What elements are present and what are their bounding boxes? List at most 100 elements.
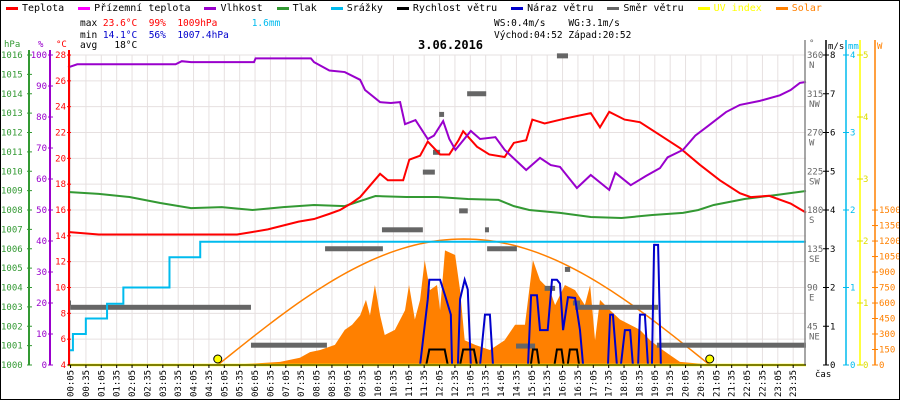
solar-tick-label: 1500 <box>879 206 900 216</box>
legend-label: Tlak <box>292 3 317 14</box>
max-label: max <box>80 18 98 29</box>
uv-tick-label: 2 <box>863 237 868 247</box>
x-tick-label: 10:35 <box>389 370 399 397</box>
x-tick-label: 06:05 <box>251 370 261 397</box>
x-tick-label: 08:35 <box>328 370 338 397</box>
humidity-tick-label: 50 <box>36 206 47 216</box>
x-tick-label: 13:35 <box>482 370 492 397</box>
uv-tick-label: 4 <box>863 113 868 123</box>
max-humidity: 99% <box>148 18 166 29</box>
stats-max-row: max 23.6°C 99% 1009hPa 1.6mm <box>80 18 280 29</box>
legend-swatch <box>396 7 409 10</box>
max-pressure: 1009hPa <box>177 18 218 29</box>
pressure-tick-label: 1009 <box>1 187 23 197</box>
temperature-tick-label: 14 <box>55 232 66 242</box>
legend-label: Rychlost větru <box>412 3 498 14</box>
x-tick-label: 11:35 <box>420 370 430 397</box>
x-tick-label: 07:05 <box>282 370 292 397</box>
pressure-tick-label: 1005 <box>1 264 23 274</box>
pressure-tick-label: 1006 <box>1 245 23 255</box>
wind-stats: WS:0.4m/s WG:3.1m/s <box>494 18 620 29</box>
pressure-tick-label: 1001 <box>1 342 23 352</box>
wind-direction-bar <box>70 304 251 310</box>
stats-avg-row: avg 18°C <box>80 40 137 51</box>
compass-label: NE <box>809 332 820 342</box>
pressure-tick-label: 1011 <box>1 148 23 158</box>
compass-label: NW <box>809 100 820 110</box>
x-tick-label: 10:05 <box>374 370 384 397</box>
solar-tick-label: 150 <box>879 346 895 356</box>
direction-unit: ° <box>809 39 814 49</box>
x-tick-label: 09:35 <box>359 370 369 397</box>
series-line-tlak <box>67 190 807 219</box>
legend-item: Přízemní teplota <box>78 3 190 14</box>
solar-tick-label: 300 <box>879 330 895 340</box>
wind-tick-label: 7 <box>830 90 835 100</box>
x-tick-label: 01:35 <box>113 370 123 397</box>
x-tick-label: 19:35 <box>666 370 676 397</box>
chart-legend: Teplota Přízemní teplota Vlhkost Tlak Srážky… <box>6 3 822 14</box>
x-tick-label: 02:35 <box>143 370 153 397</box>
x-tick-label: 23:35 <box>789 370 799 397</box>
temperature-tick-label: 6 <box>61 335 66 345</box>
clear-sky-solar-line <box>217 238 711 366</box>
sunrise: Východ:04:52 <box>494 30 563 41</box>
x-tick-label: 22:05 <box>743 370 753 397</box>
temperature-tick-label: 26 <box>55 77 66 87</box>
x-tick-label: 17:05 <box>589 370 599 397</box>
wind-tick-label: 8 <box>830 51 835 61</box>
wind-direction-bar <box>459 208 468 214</box>
legend-item: Směr větru <box>607 3 684 14</box>
temperature-tick-label: 24 <box>55 103 66 113</box>
x-tick-label: 00:05 <box>67 370 77 397</box>
solar-tick-label: 900 <box>879 268 895 278</box>
rain-tick-label: 4 <box>850 51 855 61</box>
solar-tick-label: 450 <box>879 315 895 325</box>
wind-direction-bar <box>439 111 445 117</box>
pressure-tick-label: 1008 <box>1 206 23 216</box>
legend-swatch <box>204 7 217 10</box>
direction-tick-label: 90 <box>807 284 818 294</box>
sun-marker-icon <box>213 354 223 364</box>
pressure-unit: hPa <box>4 40 20 50</box>
humidity-tick-label: 90 <box>36 82 47 92</box>
legend-swatch <box>6 7 18 10</box>
wind-direction-bar <box>544 285 556 291</box>
x-tick-label: 15:35 <box>543 370 553 397</box>
uv-tick-label: 1 <box>863 299 868 309</box>
wind-direction-bar <box>556 53 568 59</box>
x-tick-label: 05:05 <box>220 370 230 397</box>
x-tick-label: 12:35 <box>451 370 461 397</box>
max-rain: 1.6mm <box>251 18 281 29</box>
pressure-tick-label: 1003 <box>1 303 23 313</box>
x-tick-label: 11:05 <box>405 370 415 397</box>
x-tick-label: 14:05 <box>497 370 507 397</box>
x-tick-label: 04:05 <box>190 370 200 397</box>
avg-label: avg <box>80 40 98 51</box>
solar-tick-label: 1050 <box>879 253 900 263</box>
legend-item: Solar <box>775 3 822 14</box>
x-tick-label: 16:05 <box>559 370 569 397</box>
uv-tick-label: 3 <box>863 175 868 185</box>
compass-label: SW <box>809 177 820 187</box>
legend-swatch <box>330 7 343 10</box>
temperature-tick-label: 16 <box>55 206 66 216</box>
pressure-tick-label: 1012 <box>1 129 23 139</box>
wind-direction-bar <box>325 246 383 252</box>
humidity-tick-label: 100 <box>31 51 47 61</box>
legend-label: Směr větru <box>623 3 684 14</box>
legend-swatch <box>276 7 289 10</box>
legend-swatch <box>78 7 91 10</box>
direction-tick-label: 135 <box>807 245 823 255</box>
legend-label: Vlhkost <box>220 3 263 14</box>
temperature-unit: °C <box>56 40 67 50</box>
x-tick-label: 20:35 <box>697 370 707 397</box>
x-tick-label: 20:05 <box>682 370 692 397</box>
rain-unit: mm <box>848 42 859 52</box>
wind-direction-bar <box>516 343 536 349</box>
temperature-tick-label: 20 <box>55 154 66 164</box>
wind-tick-label: 6 <box>830 129 835 139</box>
wind-direction-bar <box>484 227 489 233</box>
x-tick-label: 14:35 <box>512 370 522 397</box>
direction-tick-label: 225 <box>807 167 823 177</box>
